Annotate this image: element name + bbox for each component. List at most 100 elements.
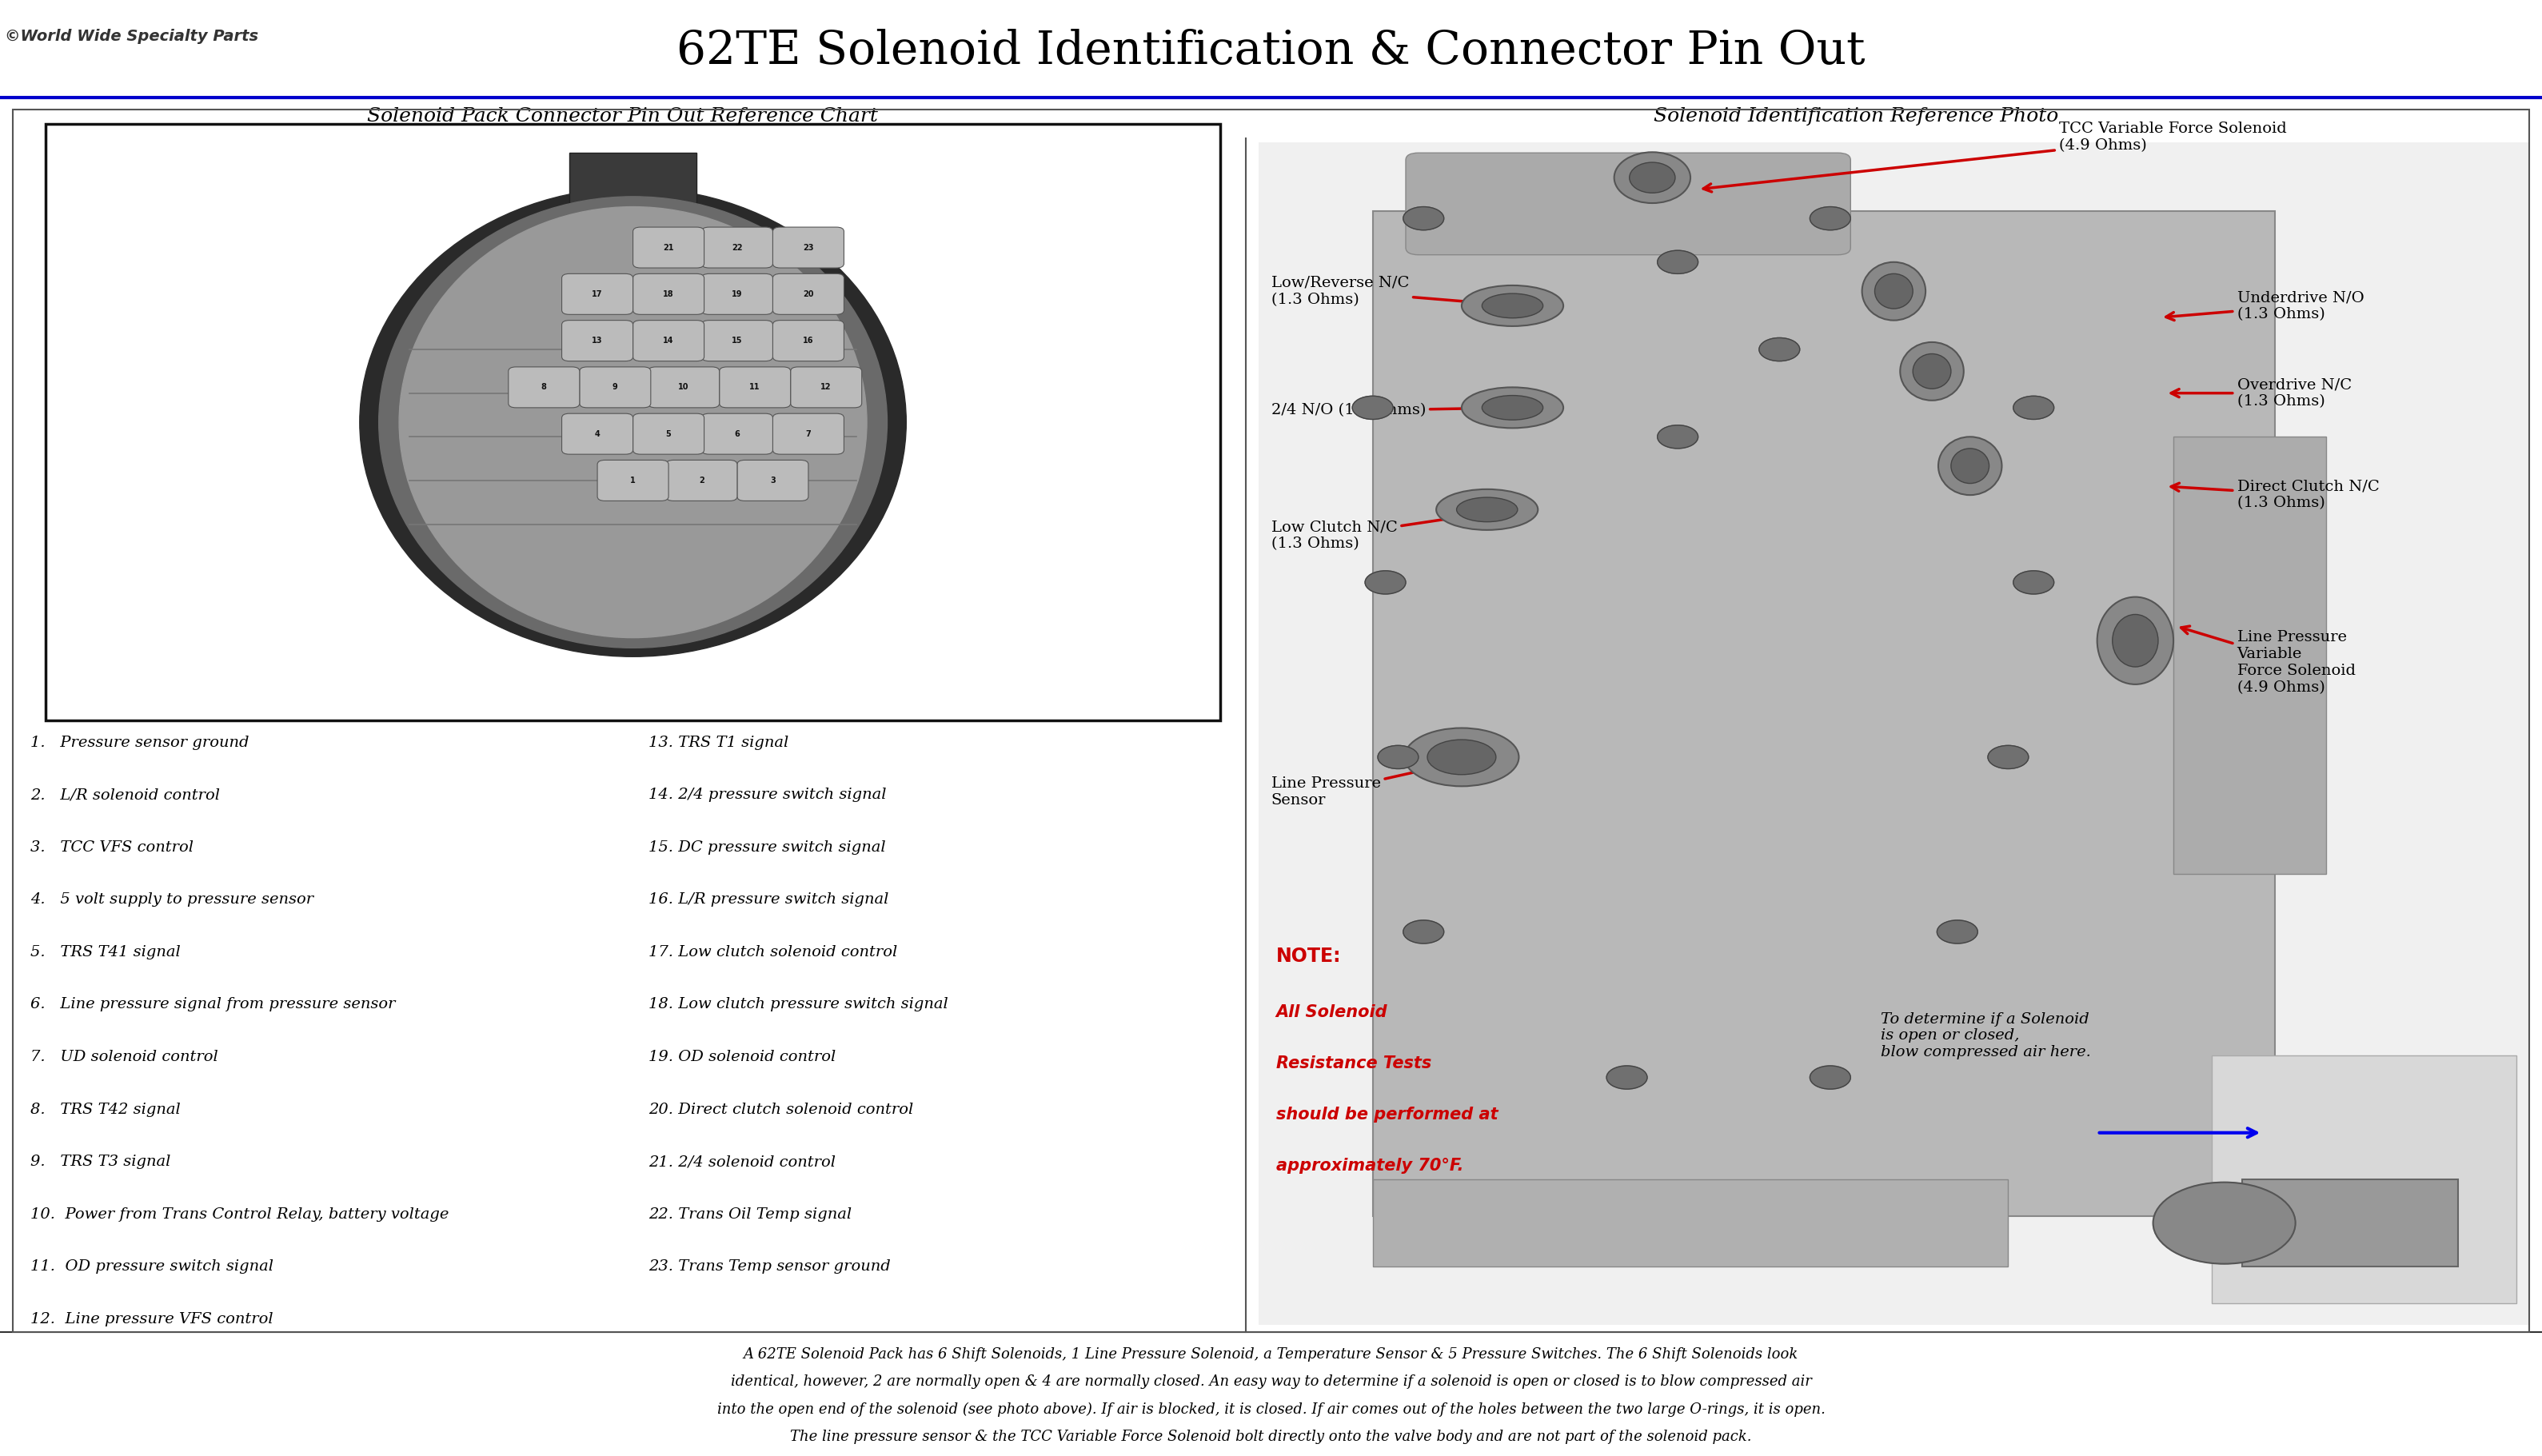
Text: 8.   TRS T42 signal: 8. TRS T42 signal bbox=[31, 1102, 180, 1117]
FancyBboxPatch shape bbox=[1406, 153, 1851, 255]
Text: 21: 21 bbox=[663, 243, 674, 252]
Text: 23. Trans Temp sensor ground: 23. Trans Temp sensor ground bbox=[648, 1259, 890, 1274]
FancyBboxPatch shape bbox=[702, 414, 773, 454]
Text: 18: 18 bbox=[663, 290, 674, 298]
Text: 10: 10 bbox=[679, 383, 689, 392]
Text: approximately 70°F.: approximately 70°F. bbox=[1276, 1158, 1464, 1174]
Ellipse shape bbox=[1861, 262, 1927, 320]
Text: 11: 11 bbox=[750, 383, 760, 392]
Bar bbox=[1258, 143, 2529, 1325]
Text: Direct Clutch N/C
(1.3 Ohms): Direct Clutch N/C (1.3 Ohms) bbox=[2171, 479, 2379, 511]
Ellipse shape bbox=[1436, 489, 1538, 530]
Text: ©World Wide Specialty Parts: ©World Wide Specialty Parts bbox=[5, 29, 259, 44]
Text: To determine if a Solenoid
is open or closed,
blow compressed air here.: To determine if a Solenoid is open or cl… bbox=[1881, 1012, 2092, 1060]
Text: 19. OD solenoid control: 19. OD solenoid control bbox=[648, 1050, 836, 1064]
Text: 15. DC pressure switch signal: 15. DC pressure switch signal bbox=[648, 840, 885, 855]
Circle shape bbox=[1657, 425, 1698, 448]
Ellipse shape bbox=[1950, 448, 1988, 483]
Text: 6.   Line pressure signal from pressure sensor: 6. Line pressure signal from pressure se… bbox=[31, 997, 397, 1012]
FancyBboxPatch shape bbox=[562, 274, 633, 314]
Text: All Solenoid: All Solenoid bbox=[1276, 1005, 1388, 1021]
FancyBboxPatch shape bbox=[737, 460, 808, 501]
Text: 4: 4 bbox=[595, 430, 600, 438]
Text: NOTE:: NOTE: bbox=[1276, 946, 1342, 965]
Ellipse shape bbox=[1614, 151, 1690, 204]
Text: 4.   5 volt supply to pressure sensor: 4. 5 volt supply to pressure sensor bbox=[31, 893, 313, 907]
Text: 18. Low clutch pressure switch signal: 18. Low clutch pressure switch signal bbox=[648, 997, 948, 1012]
Text: 9: 9 bbox=[613, 383, 618, 392]
FancyBboxPatch shape bbox=[773, 274, 844, 314]
Circle shape bbox=[1403, 207, 1444, 230]
Text: 12: 12 bbox=[821, 383, 831, 392]
Bar bbox=[1373, 1179, 2008, 1267]
Ellipse shape bbox=[361, 188, 907, 657]
FancyBboxPatch shape bbox=[580, 367, 651, 408]
Circle shape bbox=[1403, 920, 1444, 943]
Text: 10.  Power from Trans Control Relay, battery voltage: 10. Power from Trans Control Relay, batt… bbox=[31, 1207, 450, 1222]
FancyBboxPatch shape bbox=[702, 227, 773, 268]
Text: 20: 20 bbox=[803, 290, 813, 298]
FancyBboxPatch shape bbox=[773, 227, 844, 268]
Bar bbox=[46, 124, 1220, 721]
Text: 16. L/R pressure switch signal: 16. L/R pressure switch signal bbox=[648, 893, 887, 907]
Text: 22: 22 bbox=[732, 243, 742, 252]
Text: 3: 3 bbox=[770, 476, 775, 485]
Circle shape bbox=[2153, 1182, 2295, 1264]
Text: 5.   TRS T41 signal: 5. TRS T41 signal bbox=[31, 945, 180, 960]
Text: Solenoid Pack Connector Pin Out Reference Chart: Solenoid Pack Connector Pin Out Referenc… bbox=[369, 108, 877, 125]
Text: should be performed at: should be performed at bbox=[1276, 1107, 1497, 1123]
Circle shape bbox=[1365, 571, 1406, 594]
FancyBboxPatch shape bbox=[791, 367, 862, 408]
Ellipse shape bbox=[1457, 498, 1518, 521]
Circle shape bbox=[1988, 745, 2029, 769]
Circle shape bbox=[1657, 250, 1698, 274]
FancyBboxPatch shape bbox=[648, 367, 719, 408]
Text: Low Clutch N/C
(1.3 Ohms): Low Clutch N/C (1.3 Ohms) bbox=[1271, 510, 1495, 552]
Bar bbox=[1373, 211, 2275, 1216]
FancyBboxPatch shape bbox=[633, 227, 704, 268]
Ellipse shape bbox=[1462, 387, 1563, 428]
Text: 17. Low clutch solenoid control: 17. Low clutch solenoid control bbox=[648, 945, 897, 960]
Text: 13. TRS T1 signal: 13. TRS T1 signal bbox=[648, 735, 788, 750]
Text: Underdrive N/O
(1.3 Ohms): Underdrive N/O (1.3 Ohms) bbox=[2166, 290, 2364, 322]
Text: 16: 16 bbox=[803, 336, 813, 345]
Text: 11.  OD pressure switch signal: 11. OD pressure switch signal bbox=[31, 1259, 275, 1274]
Text: TCC Variable Force Solenoid
(4.9 Ohms): TCC Variable Force Solenoid (4.9 Ohms) bbox=[1703, 122, 2288, 192]
FancyBboxPatch shape bbox=[633, 414, 704, 454]
Ellipse shape bbox=[1899, 342, 1962, 400]
Circle shape bbox=[2013, 396, 2054, 419]
Text: Overdrive N/C
(1.3 Ohms): Overdrive N/C (1.3 Ohms) bbox=[2171, 377, 2351, 409]
Circle shape bbox=[2013, 571, 2054, 594]
Ellipse shape bbox=[1912, 354, 1952, 389]
Text: identical, however, 2 are normally open & 4 are normally closed. An easy way to : identical, however, 2 are normally open … bbox=[730, 1374, 1812, 1389]
Circle shape bbox=[1378, 745, 1418, 769]
Text: A 62TE Solenoid Pack has 6 Shift Solenoids, 1 Line Pressure Solenoid, a Temperat: A 62TE Solenoid Pack has 6 Shift Solenoi… bbox=[745, 1347, 1797, 1361]
Ellipse shape bbox=[379, 197, 887, 648]
Ellipse shape bbox=[1937, 437, 2003, 495]
Text: 7: 7 bbox=[806, 430, 811, 438]
Text: Resistance Tests: Resistance Tests bbox=[1276, 1056, 1431, 1072]
Text: 5: 5 bbox=[666, 430, 671, 438]
Ellipse shape bbox=[2112, 614, 2158, 667]
FancyBboxPatch shape bbox=[508, 367, 580, 408]
FancyBboxPatch shape bbox=[773, 414, 844, 454]
Circle shape bbox=[1352, 396, 1393, 419]
FancyBboxPatch shape bbox=[702, 320, 773, 361]
Text: 20. Direct clutch solenoid control: 20. Direct clutch solenoid control bbox=[648, 1102, 913, 1117]
Text: 2: 2 bbox=[699, 476, 704, 485]
Text: into the open end of the solenoid (see photo above). If air is blocked, it is cl: into the open end of the solenoid (see p… bbox=[717, 1402, 1825, 1417]
Ellipse shape bbox=[1482, 294, 1543, 317]
Text: 9.   TRS T3 signal: 9. TRS T3 signal bbox=[31, 1155, 170, 1169]
Ellipse shape bbox=[1429, 740, 1495, 775]
Circle shape bbox=[1937, 920, 1978, 943]
Text: 15: 15 bbox=[732, 336, 742, 345]
Text: 17: 17 bbox=[592, 290, 602, 298]
Text: 1: 1 bbox=[630, 476, 636, 485]
FancyBboxPatch shape bbox=[702, 274, 773, 314]
FancyBboxPatch shape bbox=[633, 320, 704, 361]
Bar bbox=[569, 153, 697, 204]
FancyBboxPatch shape bbox=[633, 274, 704, 314]
Circle shape bbox=[1759, 338, 1800, 361]
Ellipse shape bbox=[1482, 396, 1543, 419]
Circle shape bbox=[1810, 1066, 1851, 1089]
